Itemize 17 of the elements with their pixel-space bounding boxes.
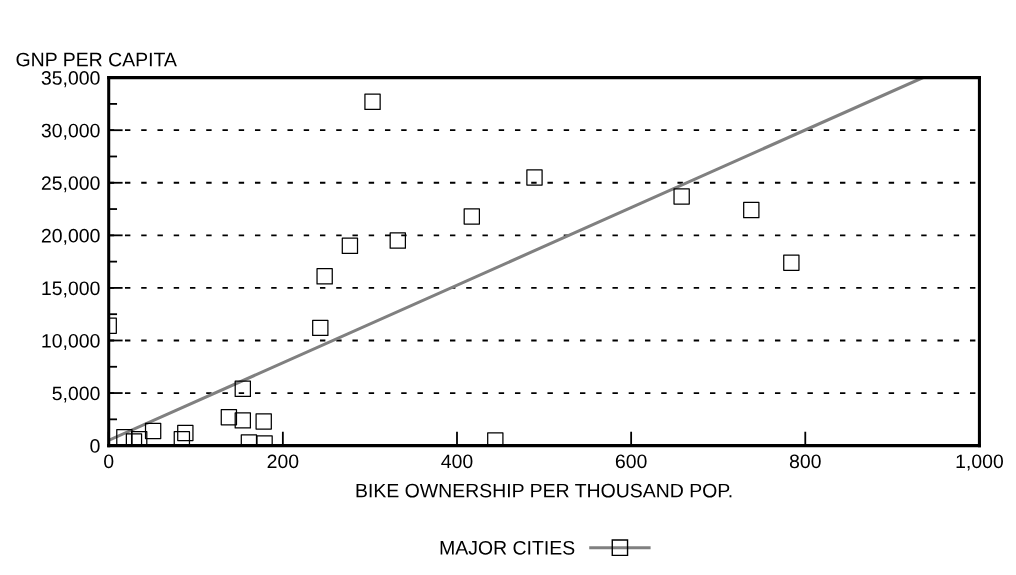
- y-tick-label: 10,000: [42, 333, 100, 351]
- x-tick-label: 0: [104, 454, 114, 469]
- x-tick-label: 600: [615, 454, 647, 469]
- x-tick-label: 800: [789, 454, 821, 469]
- x-axis-title: BIKE OWNERSHIP PER THOUSAND POP.: [356, 483, 732, 498]
- y-tick-label: 15,000: [42, 281, 100, 298]
- y-tick-label: 5,000: [52, 386, 100, 403]
- x-tick-label: 200: [267, 454, 299, 469]
- y-tick-label: 0: [90, 439, 100, 453]
- x-tick-label: 1,000: [956, 454, 1003, 471]
- y-axis-title: GNP PER CAPITA: [16, 52, 177, 67]
- y-tick-label: 25,000: [41, 176, 100, 193]
- y-tick-label: 35,000: [41, 71, 100, 88]
- x-tick-label: 400: [441, 454, 473, 469]
- legend-label: MAJOR CITIES: [440, 540, 575, 555]
- y-tick-label: 20,000: [41, 228, 100, 245]
- y-tick-label: 30,000: [41, 123, 100, 140]
